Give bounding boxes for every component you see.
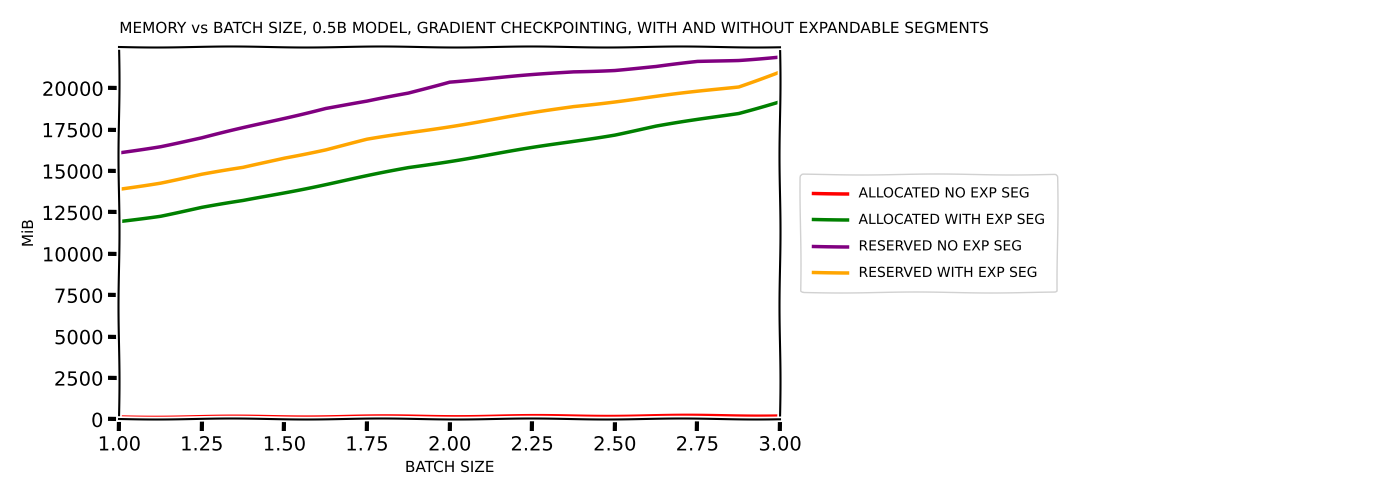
ALLOCATED WITH EXP SEG [318, 182, 334, 187]
RESERVED WITH EXP SEG [400, 130, 417, 136]
ALLOCATED NO EXP SEG [730, 413, 747, 419]
ALLOCATED NO EXP SEG [442, 413, 458, 419]
ALLOCATED WITH EXP SEG [442, 158, 458, 164]
Line: RESERVED WITH EXP SEG: RESERVED WITH EXP SEG [120, 72, 780, 189]
Text: MEMORY vs BATCH SIZE, 0.5B MODEL, GRADIENT CHECKPOINTING, WITH AND WITHOUT EXPAN: MEMORY vs BATCH SIZE, 0.5B MODEL, GRADIE… [120, 21, 988, 36]
RESERVED WITH EXP SEG [318, 147, 334, 153]
ALLOCATED NO EXP SEG [318, 414, 334, 420]
RESERVED WITH EXP SEG [111, 186, 128, 192]
ALLOCATED WITH EXP SEG [690, 117, 706, 123]
Y-axis label: MiB: MiB [21, 219, 36, 247]
RESERVED NO EXP SEG [482, 75, 499, 81]
ALLOCATED NO EXP SEG [482, 413, 499, 419]
ALLOCATED WITH EXP SEG [730, 110, 747, 116]
ALLOCATED NO EXP SEG [772, 413, 788, 419]
ALLOCATED WITH EXP SEG [359, 173, 376, 179]
RESERVED NO EXP SEG [566, 69, 582, 75]
RESERVED NO EXP SEG [442, 79, 458, 85]
ALLOCATED NO EXP SEG [606, 413, 623, 419]
ALLOCATED WITH EXP SEG [276, 189, 293, 195]
RESERVED WITH EXP SEG [648, 94, 664, 100]
ALLOCATED WITH EXP SEG [566, 138, 582, 144]
RESERVED NO EXP SEG [318, 105, 334, 111]
RESERVED NO EXP SEG [772, 54, 788, 60]
RESERVED WITH EXP SEG [606, 99, 623, 105]
ALLOCATED WITH EXP SEG [235, 198, 252, 204]
ALLOCATED NO EXP SEG [276, 414, 293, 420]
RESERVED NO EXP SEG [152, 143, 169, 149]
X-axis label: BATCH SIZE: BATCH SIZE [405, 460, 495, 475]
ALLOCATED NO EXP SEG [648, 413, 664, 419]
RESERVED NO EXP SEG [276, 115, 293, 121]
ALLOCATED NO EXP SEG [111, 414, 128, 420]
ALLOCATED NO EXP SEG [152, 414, 169, 420]
RESERVED NO EXP SEG [111, 150, 128, 156]
ALLOCATED WITH EXP SEG [152, 213, 169, 219]
ALLOCATED WITH EXP SEG [648, 124, 664, 129]
ALLOCATED NO EXP SEG [400, 414, 417, 420]
RESERVED NO EXP SEG [194, 135, 210, 141]
RESERVED WITH EXP SEG [442, 124, 458, 129]
RESERVED WITH EXP SEG [235, 165, 252, 171]
RESERVED WITH EXP SEG [730, 84, 747, 90]
RESERVED WITH EXP SEG [772, 69, 788, 75]
Line: ALLOCATED NO EXP SEG: ALLOCATED NO EXP SEG [120, 416, 780, 417]
Legend: ALLOCATED NO EXP SEG, ALLOCATED WITH EXP SEG, RESERVED NO EXP SEG, RESERVED WITH: ALLOCATED NO EXP SEG, ALLOCATED WITH EXP… [800, 174, 1057, 293]
RESERVED WITH EXP SEG [482, 117, 499, 123]
RESERVED WITH EXP SEG [152, 180, 169, 186]
RESERVED WITH EXP SEG [276, 155, 293, 161]
RESERVED WITH EXP SEG [194, 172, 210, 178]
RESERVED NO EXP SEG [400, 90, 417, 96]
RESERVED WITH EXP SEG [566, 104, 582, 110]
RESERVED NO EXP SEG [235, 125, 252, 131]
ALLOCATED NO EXP SEG [194, 414, 210, 420]
RESERVED WITH EXP SEG [359, 136, 376, 142]
RESERVED NO EXP SEG [524, 72, 540, 78]
ALLOCATED NO EXP SEG [566, 413, 582, 419]
ALLOCATED NO EXP SEG [690, 413, 706, 419]
RESERVED WITH EXP SEG [690, 89, 706, 95]
RESERVED NO EXP SEG [606, 67, 623, 73]
Line: RESERVED NO EXP SEG: RESERVED NO EXP SEG [120, 57, 780, 153]
RESERVED WITH EXP SEG [524, 110, 540, 116]
ALLOCATED WITH EXP SEG [482, 152, 499, 158]
RESERVED NO EXP SEG [730, 57, 747, 63]
ALLOCATED WITH EXP SEG [111, 219, 128, 225]
ALLOCATED WITH EXP SEG [524, 145, 540, 151]
ALLOCATED WITH EXP SEG [400, 165, 417, 171]
RESERVED NO EXP SEG [359, 99, 376, 105]
ALLOCATED WITH EXP SEG [772, 99, 788, 105]
ALLOCATED WITH EXP SEG [194, 204, 210, 210]
RESERVED NO EXP SEG [648, 64, 664, 70]
ALLOCATED WITH EXP SEG [606, 131, 623, 137]
ALLOCATED NO EXP SEG [235, 414, 252, 420]
RESERVED NO EXP SEG [690, 59, 706, 65]
ALLOCATED NO EXP SEG [524, 413, 540, 419]
Line: ALLOCATED WITH EXP SEG: ALLOCATED WITH EXP SEG [120, 102, 780, 222]
ALLOCATED NO EXP SEG [359, 414, 376, 420]
